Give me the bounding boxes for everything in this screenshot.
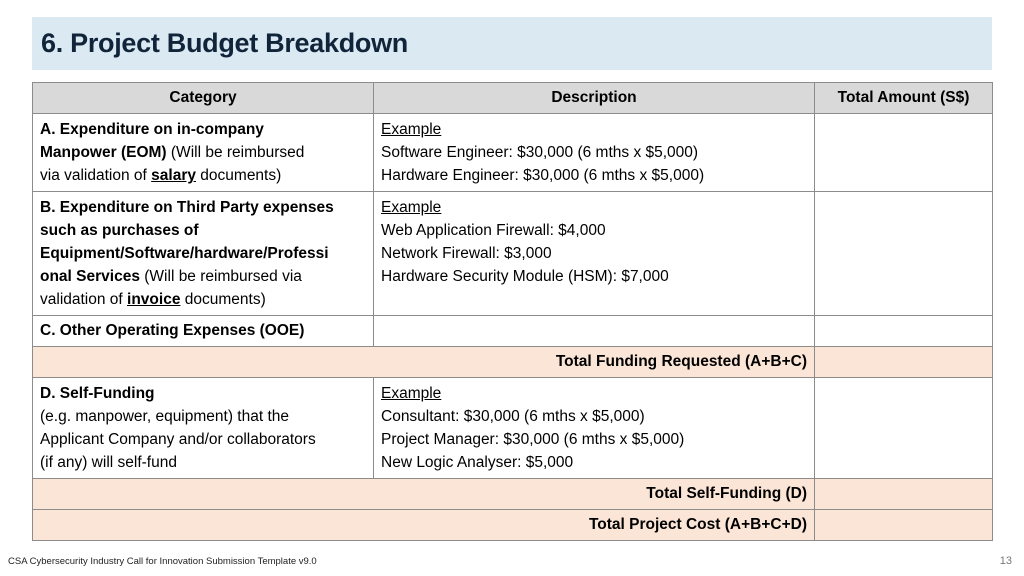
example-label: Example xyxy=(381,199,442,216)
category-cell-a: A. Expenditure on in-company Manpower (E… xyxy=(32,113,374,192)
header-total-amount: Total Amount (S$) xyxy=(814,82,993,114)
header-row: Category Description Total Amount (S$) xyxy=(32,82,993,114)
example-label: Example xyxy=(381,385,442,402)
total-self-funding-label: Total Self-Funding (D) xyxy=(32,478,815,510)
title-bar: 6. Project Budget Breakdown xyxy=(32,17,992,70)
total-row-d: Total Self-Funding (D) xyxy=(32,478,993,510)
category-cell-c: C. Other Operating Expenses (OOE) xyxy=(32,315,374,347)
total-funding-requested-amount[interactable] xyxy=(814,346,993,378)
total-funding-requested-label: Total Funding Requested (A+B+C) xyxy=(32,346,815,378)
total-self-funding-amount[interactable] xyxy=(814,478,993,510)
amount-cell-b[interactable] xyxy=(814,191,993,316)
budget-table: Category Description Total Amount (S$) A… xyxy=(32,82,993,541)
keyword-salary: salary xyxy=(151,167,196,184)
table-row-a: A. Expenditure on in-company Manpower (E… xyxy=(32,113,993,192)
page-number: 13 xyxy=(999,555,1012,567)
table-row-c: C. Other Operating Expenses (OOE) xyxy=(32,315,993,347)
category-cell-b: B. Expenditure on Third Party expenses s… xyxy=(32,191,374,316)
table-row-b: B. Expenditure on Third Party expenses s… xyxy=(32,191,993,316)
total-project-cost-amount[interactable] xyxy=(814,509,993,541)
example-label: Example xyxy=(381,121,442,138)
amount-cell-a[interactable] xyxy=(814,113,993,192)
total-row-abc: Total Funding Requested (A+B+C) xyxy=(32,346,993,378)
description-cell-d: Example Consultant: $30,000 (6 mths x $5… xyxy=(373,377,815,479)
page-title: 6. Project Budget Breakdown xyxy=(41,28,408,58)
footer-template-name: CSA Cybersecurity Industry Call for Inno… xyxy=(8,556,317,567)
amount-cell-d[interactable] xyxy=(814,377,993,479)
amount-cell-c[interactable] xyxy=(814,315,993,347)
header-description: Description xyxy=(373,82,815,114)
description-cell-c[interactable] xyxy=(373,315,815,347)
description-cell-b: Example Web Application Firewall: $4,000… xyxy=(373,191,815,316)
table-row-d: D. Self-Funding (e.g. manpower, equipmen… xyxy=(32,377,993,479)
category-cell-d: D. Self-Funding (e.g. manpower, equipmen… xyxy=(32,377,374,479)
total-project-cost-label: Total Project Cost (A+B+C+D) xyxy=(32,509,815,541)
total-row-all: Total Project Cost (A+B+C+D) xyxy=(32,509,993,541)
description-cell-a: Example Software Engineer: $30,000 (6 mt… xyxy=(373,113,815,192)
keyword-invoice: invoice xyxy=(127,291,181,308)
header-category: Category xyxy=(32,82,374,114)
